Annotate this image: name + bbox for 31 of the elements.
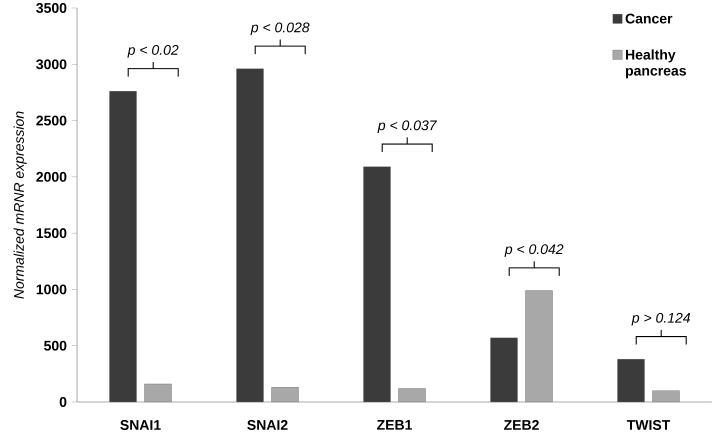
x-tick-label: ZEB1 — [377, 420, 412, 430]
bar — [363, 166, 391, 402]
y-tick-label: 2500 — [36, 116, 66, 126]
annotation: p > 0.124 — [631, 312, 690, 326]
x-tick-label: SNAI2 — [247, 420, 288, 430]
annotation: p < 0.042 — [504, 244, 564, 257]
y-tick-label: 3500 — [36, 3, 66, 13]
legend-label: Healthy pancreas — [626, 49, 686, 78]
y-tick-label: 3000 — [36, 59, 66, 70]
x-tick-label: ZEB2 — [504, 420, 539, 430]
y-tick-label: 1500 — [36, 228, 66, 238]
bar — [652, 390, 680, 402]
bar — [617, 359, 645, 402]
y-tick-label: 500 — [44, 340, 66, 351]
x-tick-label: TWIST — [626, 420, 670, 430]
annotation: p < 0.02 — [127, 44, 178, 58]
bar — [398, 388, 426, 402]
y-tick-label: 2000 — [36, 172, 66, 182]
annotation: p < 0.037 — [377, 120, 438, 134]
bar — [525, 290, 553, 402]
bar — [236, 68, 264, 402]
annotation: p < 0.028 — [250, 22, 310, 36]
y-tick-label: 0 — [60, 397, 66, 407]
y-tick-label: 1000 — [36, 284, 66, 294]
bar — [271, 387, 299, 402]
bar — [109, 91, 137, 402]
bar — [144, 384, 172, 402]
y-axis-title: Normalized mRNR expression — [14, 112, 27, 299]
legend-label: Cancer — [626, 14, 672, 24]
x-tick-label: SNAI1 — [120, 420, 161, 430]
bar — [490, 338, 518, 402]
